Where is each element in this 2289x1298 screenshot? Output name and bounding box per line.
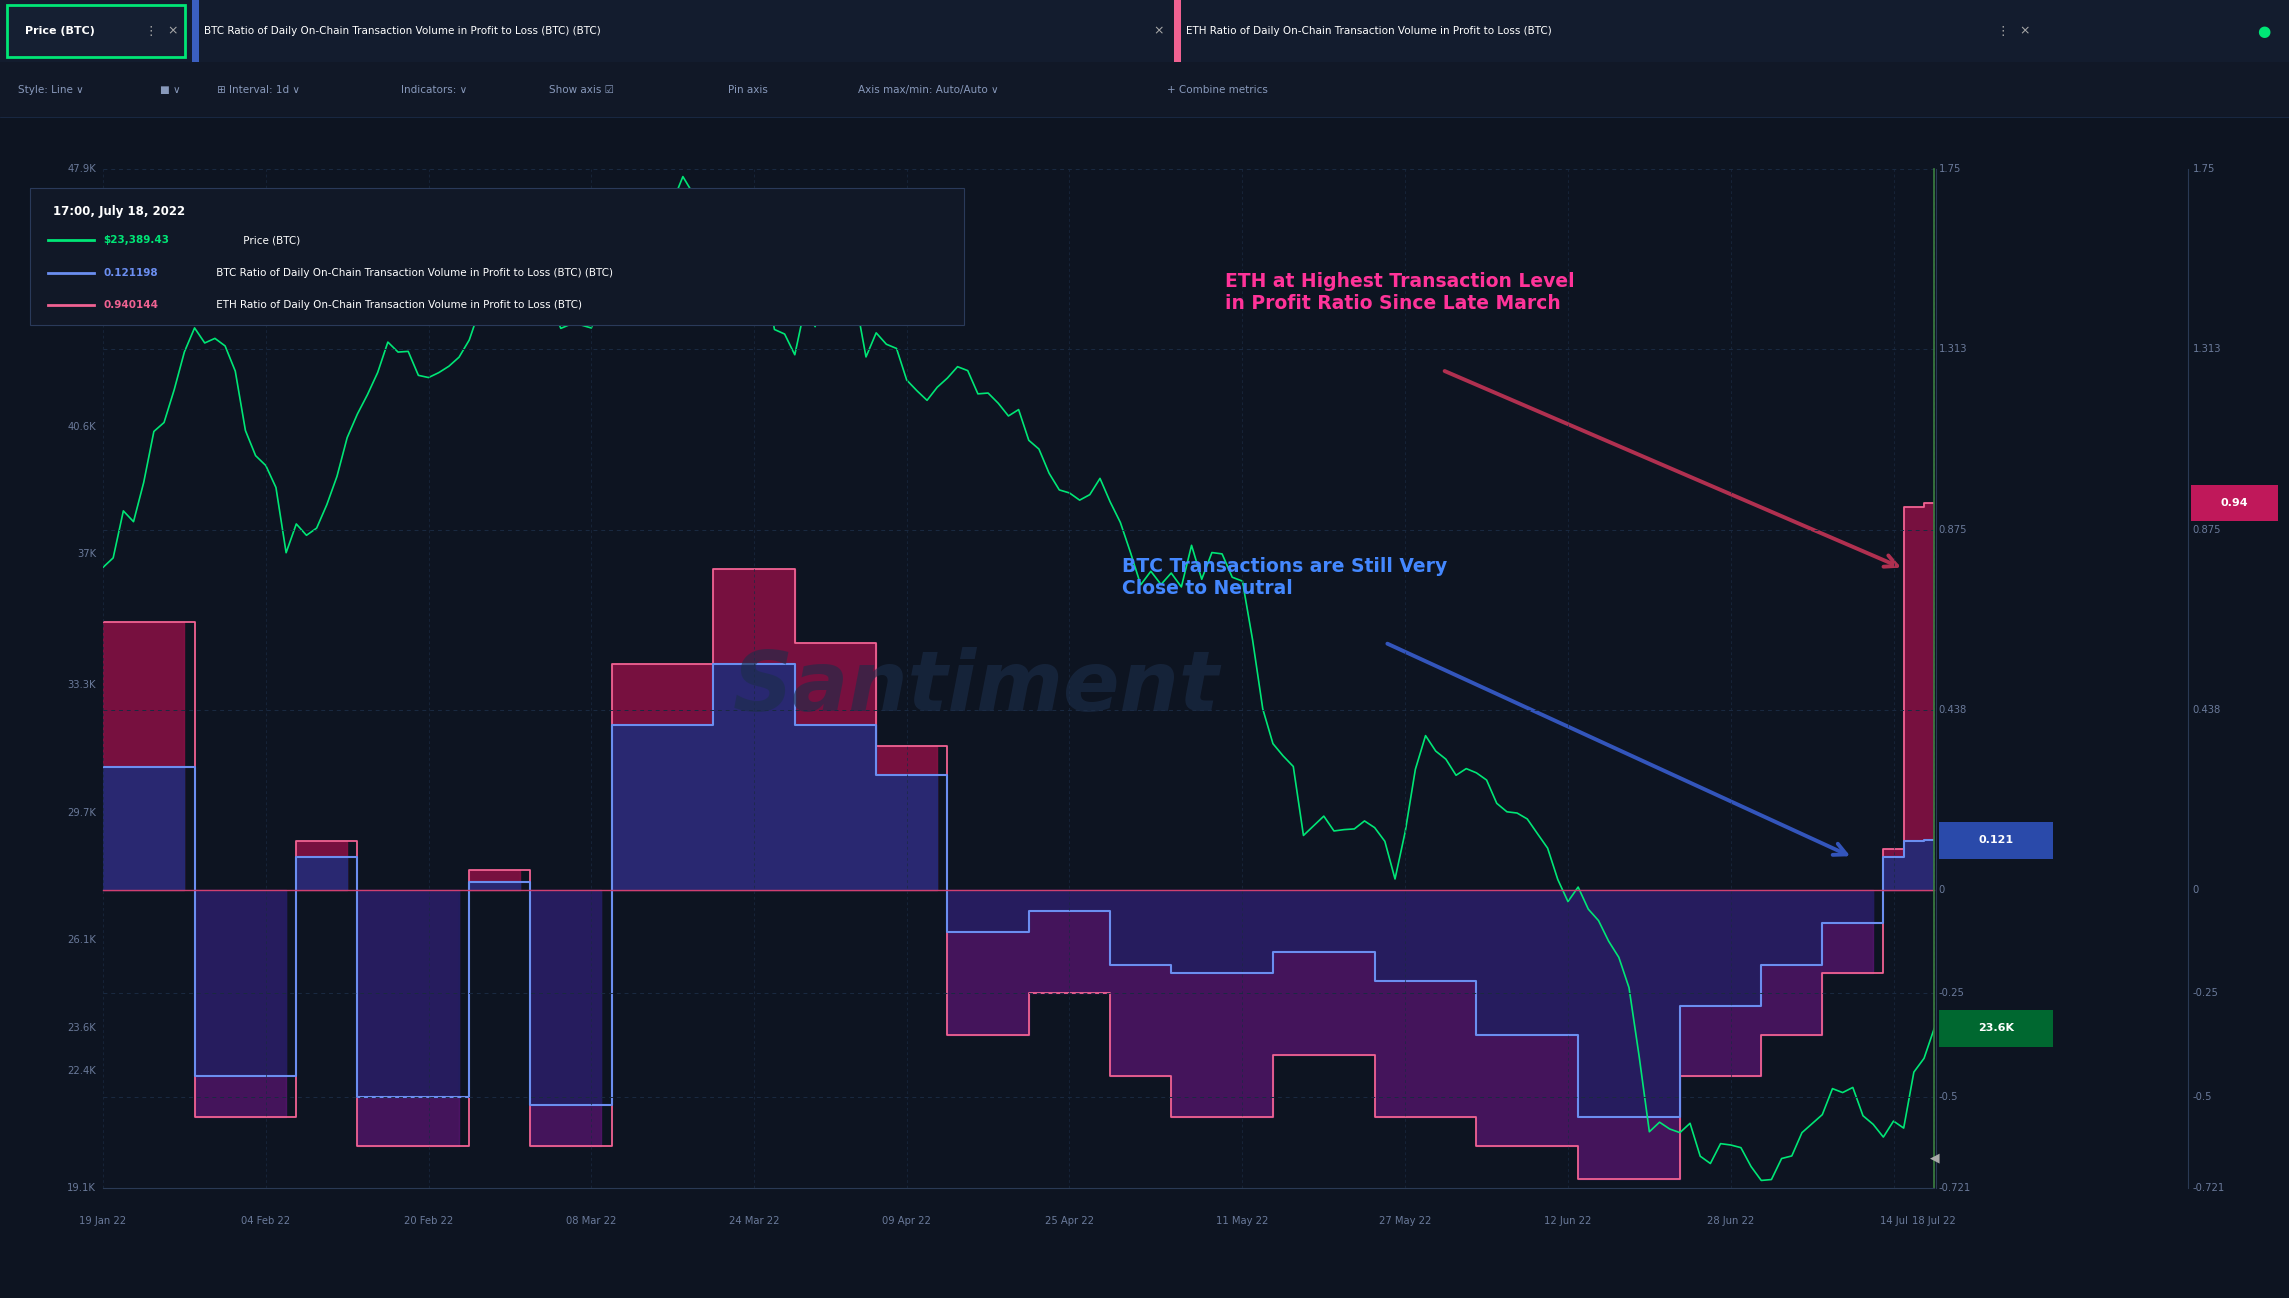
Text: 44.3K: 44.3K bbox=[69, 291, 96, 301]
Text: ×: × bbox=[1154, 25, 1165, 38]
Text: Show axis ☑: Show axis ☑ bbox=[549, 84, 613, 95]
Text: 20 Feb 22: 20 Feb 22 bbox=[403, 1216, 453, 1227]
Text: BTC Ratio of Daily On-Chain Transaction Volume in Profit to Loss (BTC) (BTC): BTC Ratio of Daily On-Chain Transaction … bbox=[213, 267, 613, 278]
Text: BTC Ratio of Daily On-Chain Transaction Volume in Profit to Loss (BTC) (BTC): BTC Ratio of Daily On-Chain Transaction … bbox=[204, 26, 600, 36]
Text: Price (BTC): Price (BTC) bbox=[25, 26, 96, 36]
Text: Price (BTC): Price (BTC) bbox=[240, 235, 300, 245]
Text: -0.721: -0.721 bbox=[2193, 1182, 2225, 1193]
Text: 11 May 22: 11 May 22 bbox=[1215, 1216, 1268, 1227]
Text: BTC Transactions are Still Very
Close to Neutral: BTC Transactions are Still Very Close to… bbox=[1122, 557, 1447, 598]
Text: 25 Apr 22: 25 Apr 22 bbox=[1046, 1216, 1094, 1227]
Text: -0.25: -0.25 bbox=[2193, 989, 2218, 998]
Text: + Combine metrics: + Combine metrics bbox=[1167, 84, 1268, 95]
Text: $23,389.43: $23,389.43 bbox=[103, 235, 169, 245]
Text: ⋮: ⋮ bbox=[1996, 25, 2007, 38]
Text: ETH Ratio of Daily On-Chain Transaction Volume in Profit to Loss (BTC): ETH Ratio of Daily On-Chain Transaction … bbox=[1186, 26, 1552, 36]
Text: 23.6K: 23.6K bbox=[66, 1023, 96, 1033]
Text: 28 Jun 22: 28 Jun 22 bbox=[1708, 1216, 1753, 1227]
Text: 17:00, July 18, 2022: 17:00, July 18, 2022 bbox=[53, 205, 185, 218]
Text: 14 Jul: 14 Jul bbox=[1879, 1216, 1907, 1227]
Text: 26.1K: 26.1K bbox=[66, 935, 96, 945]
Text: -0.721: -0.721 bbox=[1939, 1182, 1971, 1193]
Text: 1.75: 1.75 bbox=[1939, 164, 1962, 174]
Text: 19.1K: 19.1K bbox=[66, 1182, 96, 1193]
Text: 0: 0 bbox=[1939, 885, 1946, 896]
Text: 0.940144: 0.940144 bbox=[103, 300, 158, 310]
Text: ×: × bbox=[2019, 25, 2030, 38]
Text: 47.9K: 47.9K bbox=[66, 164, 96, 174]
Text: ⊞ Interval: 1d ∨: ⊞ Interval: 1d ∨ bbox=[217, 84, 300, 95]
Text: 37K: 37K bbox=[78, 549, 96, 559]
Text: ETH Ratio of Daily On-Chain Transaction Volume in Profit to Loss (BTC): ETH Ratio of Daily On-Chain Transaction … bbox=[213, 300, 581, 310]
Text: 0.438: 0.438 bbox=[1939, 705, 1966, 715]
Text: 1.313: 1.313 bbox=[1939, 344, 1966, 354]
Text: 19 Jan 22: 19 Jan 22 bbox=[80, 1216, 126, 1227]
Text: 0.438: 0.438 bbox=[2193, 705, 2220, 715]
Text: -0.5: -0.5 bbox=[1939, 1092, 1959, 1102]
Text: 0.875: 0.875 bbox=[1939, 524, 1966, 535]
Text: 12 Jun 22: 12 Jun 22 bbox=[1545, 1216, 1591, 1227]
Text: Santiment: Santiment bbox=[732, 648, 1220, 728]
Text: 27 May 22: 27 May 22 bbox=[1378, 1216, 1431, 1227]
Text: 1.313: 1.313 bbox=[2193, 344, 2220, 354]
Text: Axis max/min: Auto/Auto ∨: Axis max/min: Auto/Auto ∨ bbox=[858, 84, 998, 95]
Text: ●: ● bbox=[2257, 23, 2271, 39]
Text: 0.875: 0.875 bbox=[2193, 524, 2220, 535]
Text: 33.3K: 33.3K bbox=[69, 680, 96, 691]
Text: ◀: ◀ bbox=[1930, 1151, 1939, 1164]
Text: 09 Apr 22: 09 Apr 22 bbox=[881, 1216, 932, 1227]
Text: 0.121: 0.121 bbox=[1978, 836, 2014, 845]
Text: 18 Jul 22: 18 Jul 22 bbox=[1911, 1216, 1957, 1227]
Text: Indicators: ∨: Indicators: ∨ bbox=[401, 84, 467, 95]
Text: 29.7K: 29.7K bbox=[66, 807, 96, 818]
Text: 0: 0 bbox=[2193, 885, 2200, 896]
Text: 23.6K: 23.6K bbox=[1978, 1023, 2014, 1033]
Text: ×: × bbox=[167, 25, 179, 38]
Text: 08 Mar 22: 08 Mar 22 bbox=[565, 1216, 616, 1227]
Text: 24 Mar 22: 24 Mar 22 bbox=[728, 1216, 778, 1227]
Text: 0.121198: 0.121198 bbox=[103, 267, 158, 278]
Text: ■ ∨: ■ ∨ bbox=[160, 84, 181, 95]
Text: -0.5: -0.5 bbox=[2193, 1092, 2213, 1102]
Text: -0.25: -0.25 bbox=[1939, 989, 1964, 998]
Text: Style: Line ∨: Style: Line ∨ bbox=[18, 84, 85, 95]
Text: 22.4K: 22.4K bbox=[66, 1066, 96, 1076]
Text: 04 Feb 22: 04 Feb 22 bbox=[240, 1216, 291, 1227]
Text: Pin axis: Pin axis bbox=[728, 84, 767, 95]
Text: 40.6K: 40.6K bbox=[66, 422, 96, 432]
Text: ⋮: ⋮ bbox=[144, 25, 156, 38]
Text: 1.75: 1.75 bbox=[2193, 164, 2216, 174]
Text: 0.94: 0.94 bbox=[2220, 497, 2248, 508]
Text: ETH at Highest Transaction Level
in Profit Ratio Since Late March: ETH at Highest Transaction Level in Prof… bbox=[1225, 271, 1575, 313]
